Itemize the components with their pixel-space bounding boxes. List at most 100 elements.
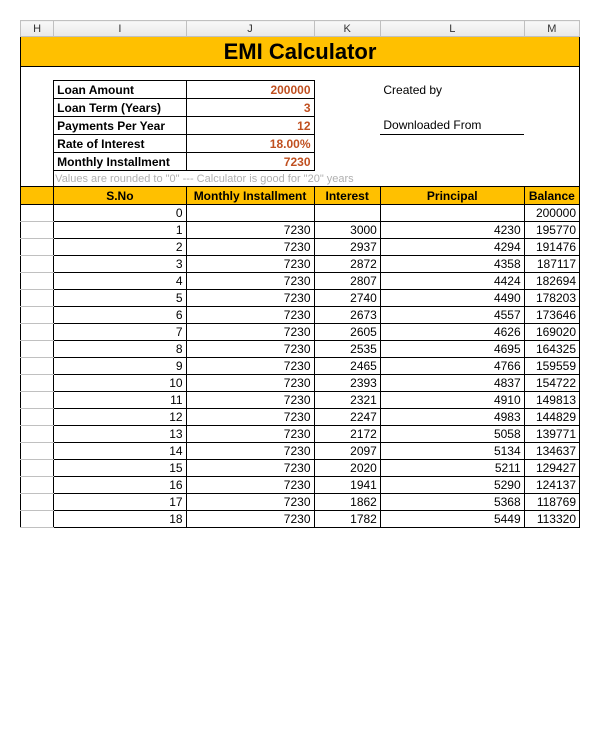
cell-sno[interactable]: 1 — [54, 222, 186, 239]
cell-h[interactable] — [21, 392, 54, 409]
param-h[interactable] — [21, 99, 54, 117]
cell-principal[interactable]: 4837 — [380, 375, 524, 392]
cell-sno[interactable]: 16 — [54, 477, 186, 494]
cell-installment[interactable]: 7230 — [186, 256, 314, 273]
column-header-row[interactable]: H I J K L M — [21, 21, 580, 37]
cell-balance[interactable]: 139771 — [524, 426, 579, 443]
cell-sno[interactable]: 11 — [54, 392, 186, 409]
cell-sno[interactable]: 4 — [54, 273, 186, 290]
cell-installment[interactable]: 7230 — [186, 392, 314, 409]
cell-installment[interactable]: 7230 — [186, 511, 314, 528]
cell-installment[interactable]: 7230 — [186, 494, 314, 511]
param-row[interactable]: Rate of Interest18.00% — [21, 135, 580, 153]
cell-interest[interactable]: 1941 — [314, 477, 380, 494]
col-header-l[interactable]: L — [380, 21, 524, 37]
cell-h[interactable] — [21, 511, 54, 528]
cell-interest[interactable]: 2321 — [314, 392, 380, 409]
spacer-row[interactable] — [21, 67, 580, 81]
cell-principal[interactable]: 4626 — [380, 324, 524, 341]
table-row[interactable]: 3723028724358187117 — [21, 256, 580, 273]
cell-h[interactable] — [21, 409, 54, 426]
table-row[interactable]: 15723020205211129427 — [21, 460, 580, 477]
param-value[interactable]: 12 — [186, 117, 314, 135]
col-header-h[interactable]: H — [21, 21, 54, 37]
cell-interest[interactable]: 2465 — [314, 358, 380, 375]
cell-installment[interactable]: 7230 — [186, 426, 314, 443]
cell-interest[interactable]: 2673 — [314, 307, 380, 324]
cell-h[interactable] — [21, 307, 54, 324]
cell-principal[interactable]: 4557 — [380, 307, 524, 324]
cell-balance[interactable]: 182694 — [524, 273, 579, 290]
cell-sno[interactable]: 9 — [54, 358, 186, 375]
cell-installment[interactable] — [186, 205, 314, 222]
table-row[interactable]: 10723023934837154722 — [21, 375, 580, 392]
param-label[interactable]: Loan Amount — [54, 81, 186, 99]
cell-interest[interactable]: 2172 — [314, 426, 380, 443]
cell-h[interactable] — [21, 256, 54, 273]
param-gap[interactable] — [314, 81, 380, 99]
cell-interest[interactable]: 1862 — [314, 494, 380, 511]
param-gap[interactable] — [314, 153, 380, 171]
cell-principal[interactable]: 5368 — [380, 494, 524, 511]
cell-sno[interactable]: 2 — [54, 239, 186, 256]
cell-h[interactable] — [21, 341, 54, 358]
title-row[interactable]: EMI Calculator — [21, 37, 580, 67]
cell-interest[interactable]: 2393 — [314, 375, 380, 392]
cell-installment[interactable]: 7230 — [186, 290, 314, 307]
cell-balance[interactable]: 191476 — [524, 239, 579, 256]
cell-principal[interactable]: 5211 — [380, 460, 524, 477]
table-row[interactable]: 14723020975134134637 — [21, 443, 580, 460]
param-side[interactable] — [380, 99, 524, 117]
cell-sno[interactable]: 12 — [54, 409, 186, 426]
cell-balance[interactable]: 164325 — [524, 341, 579, 358]
cell-h[interactable] — [21, 324, 54, 341]
table-row[interactable]: 4723028074424182694 — [21, 273, 580, 290]
cell-balance[interactable]: 129427 — [524, 460, 579, 477]
param-side[interactable]: Created by — [380, 81, 524, 99]
cell-sno[interactable]: 10 — [54, 375, 186, 392]
cell-sno[interactable]: 14 — [54, 443, 186, 460]
param-h[interactable] — [21, 81, 54, 99]
param-side[interactable] — [380, 153, 524, 171]
col-header-k[interactable]: K — [314, 21, 380, 37]
cell-principal[interactable]: 5290 — [380, 477, 524, 494]
cell-interest[interactable]: 2247 — [314, 409, 380, 426]
param-value[interactable]: 18.00% — [186, 135, 314, 153]
cell-balance[interactable]: 159559 — [524, 358, 579, 375]
cell-interest[interactable]: 2937 — [314, 239, 380, 256]
cell-principal[interactable]: 4490 — [380, 290, 524, 307]
param-m[interactable] — [524, 153, 579, 171]
cell-h[interactable] — [21, 239, 54, 256]
cell-sno[interactable]: 3 — [54, 256, 186, 273]
cell-balance[interactable]: 169020 — [524, 324, 579, 341]
cell-sno[interactable]: 8 — [54, 341, 186, 358]
cell-principal[interactable]: 4358 — [380, 256, 524, 273]
cell-principal[interactable]: 4766 — [380, 358, 524, 375]
param-row[interactable]: Monthly Installment7230 — [21, 153, 580, 171]
table-row[interactable]: 7723026054626169020 — [21, 324, 580, 341]
cell-sno[interactable]: 13 — [54, 426, 186, 443]
cell-interest[interactable] — [314, 205, 380, 222]
cell-balance[interactable]: 113320 — [524, 511, 579, 528]
cell-interest[interactable]: 2535 — [314, 341, 380, 358]
param-row[interactable]: Loan Term (Years)3 — [21, 99, 580, 117]
table-row[interactable]: 8723025354695164325 — [21, 341, 580, 358]
param-value[interactable]: 7230 — [186, 153, 314, 171]
cell-principal[interactable]: 4695 — [380, 341, 524, 358]
param-side[interactable] — [380, 135, 524, 153]
param-label[interactable]: Payments Per Year — [54, 117, 186, 135]
cell-h[interactable] — [21, 426, 54, 443]
cell-sno[interactable]: 18 — [54, 511, 186, 528]
cell-interest[interactable]: 3000 — [314, 222, 380, 239]
cell-balance[interactable]: 134637 — [524, 443, 579, 460]
cell-installment[interactable]: 7230 — [186, 409, 314, 426]
cell-installment[interactable]: 7230 — [186, 341, 314, 358]
table-row[interactable]: 11723023214910149813 — [21, 392, 580, 409]
param-row[interactable]: Payments Per Year12 Downloaded From — [21, 117, 580, 135]
title-cell[interactable]: EMI Calculator — [21, 37, 580, 67]
table-row[interactable]: 17723018625368118769 — [21, 494, 580, 511]
cell-balance[interactable]: 178203 — [524, 290, 579, 307]
table-row[interactable]: 2723029374294191476 — [21, 239, 580, 256]
param-gap[interactable] — [314, 99, 380, 117]
param-side[interactable]: Downloaded From — [380, 117, 524, 135]
